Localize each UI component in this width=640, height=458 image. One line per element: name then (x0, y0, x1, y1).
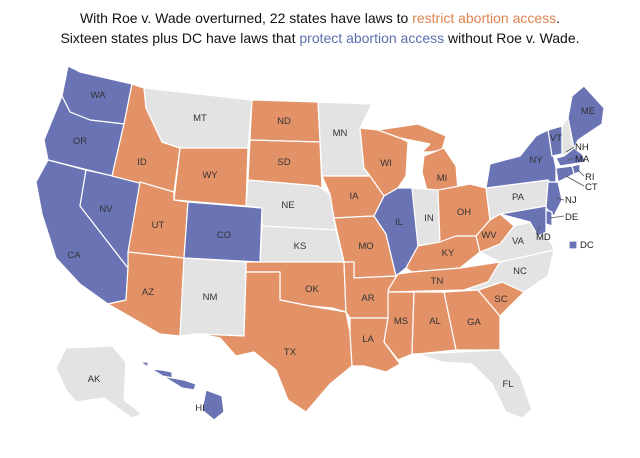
label-ct: CT (585, 182, 598, 193)
label-mo: MO (358, 241, 373, 252)
state-nc[interactable] (463, 249, 555, 293)
headline-line-1-suffix: . (556, 10, 561, 26)
state-labels: WA OR CA NV ID MT WY UT AZ CO NM ND SD N… (67, 90, 597, 414)
label-de: DE (565, 212, 578, 223)
state-me[interactable] (567, 85, 605, 149)
headline-line-2-prefix: Sixteen states plus DC have laws that (60, 30, 300, 46)
label-mn: MN (333, 128, 348, 139)
state-ak[interactable] (55, 345, 143, 419)
label-mi: MI (437, 173, 448, 184)
headline-line-2-suffix: without Roe v. Wade. (444, 30, 580, 46)
label-ok: OK (305, 284, 319, 295)
label-mt: MT (193, 113, 207, 124)
label-al: AL (429, 316, 441, 327)
label-ak: AK (88, 374, 101, 385)
label-in: IN (424, 213, 434, 224)
label-ut: UT (152, 220, 165, 231)
label-nj: NJ (565, 195, 577, 206)
label-wv: WV (481, 230, 497, 241)
label-il: IL (395, 217, 403, 228)
state-md[interactable] (499, 205, 547, 237)
label-wa: WA (91, 90, 107, 101)
state-shapes (35, 65, 605, 421)
leader-nj (555, 197, 565, 201)
label-sd: SD (277, 157, 290, 168)
state-nj[interactable] (545, 181, 563, 217)
leader-ct (565, 175, 585, 187)
restrict-highlight: restrict abortion access (412, 10, 557, 26)
state-dc[interactable] (568, 240, 578, 250)
label-nc: NC (513, 266, 527, 277)
leader-lines (535, 146, 585, 235)
label-nd: ND (277, 116, 291, 127)
headline: With Roe v. Wade overturned, 22 states h… (0, 8, 640, 48)
leader-ri (577, 169, 585, 177)
label-pa: PA (512, 192, 525, 203)
state-ct[interactable] (555, 165, 575, 183)
label-wy: WY (202, 170, 218, 181)
label-ar: AR (361, 293, 374, 304)
label-oh: OH (457, 207, 471, 218)
state-mi[interactable] (377, 123, 447, 153)
label-wi: WI (380, 158, 392, 169)
headline-line-2: Sixteen states plus DC have laws that pr… (0, 28, 640, 48)
label-tx: TX (284, 347, 297, 358)
label-nh: NH (575, 142, 589, 153)
label-ma: MA (575, 154, 590, 165)
label-me: ME (581, 106, 595, 117)
label-az: AZ (142, 287, 154, 298)
label-dc: DC (580, 240, 594, 251)
label-ca: CA (67, 250, 81, 261)
state-tx[interactable] (199, 271, 353, 413)
label-vt: VT (550, 133, 562, 144)
label-nv: NV (99, 204, 113, 215)
label-ri: RI (585, 172, 595, 183)
state-hi-islands[interactable] (139, 361, 197, 391)
leader-md (535, 225, 541, 235)
leader-ma (567, 157, 575, 161)
label-id: ID (137, 157, 147, 168)
label-md: MD (536, 232, 551, 243)
label-ks: KS (294, 241, 307, 252)
headline-line-1-prefix: With Roe v. Wade overturned, 22 states h… (79, 10, 413, 26)
label-nm: NM (203, 292, 218, 303)
state-ma[interactable] (555, 147, 587, 167)
label-ny: NY (529, 155, 543, 166)
label-co: CO (217, 230, 231, 241)
protect-highlight: protect abortion access (299, 30, 445, 46)
state-al[interactable] (411, 291, 457, 355)
label-ia: IA (350, 191, 360, 202)
label-or: OR (73, 136, 87, 147)
label-ms: MS (394, 316, 408, 327)
label-ky: KY (442, 248, 455, 259)
label-tn: TN (431, 276, 444, 287)
headline-line-1: With Roe v. Wade overturned, 22 states h… (0, 8, 640, 28)
label-hi: HI (195, 403, 205, 414)
leader-nh (565, 146, 575, 153)
state-hi[interactable] (201, 389, 225, 421)
state-fl[interactable] (417, 349, 533, 419)
label-la: LA (362, 334, 374, 345)
leader-de (549, 215, 565, 219)
label-va: VA (512, 236, 525, 247)
label-ga: GA (467, 317, 481, 328)
label-ne: NE (281, 200, 294, 211)
label-sc: SC (494, 294, 507, 305)
label-fl: FL (502, 379, 513, 390)
